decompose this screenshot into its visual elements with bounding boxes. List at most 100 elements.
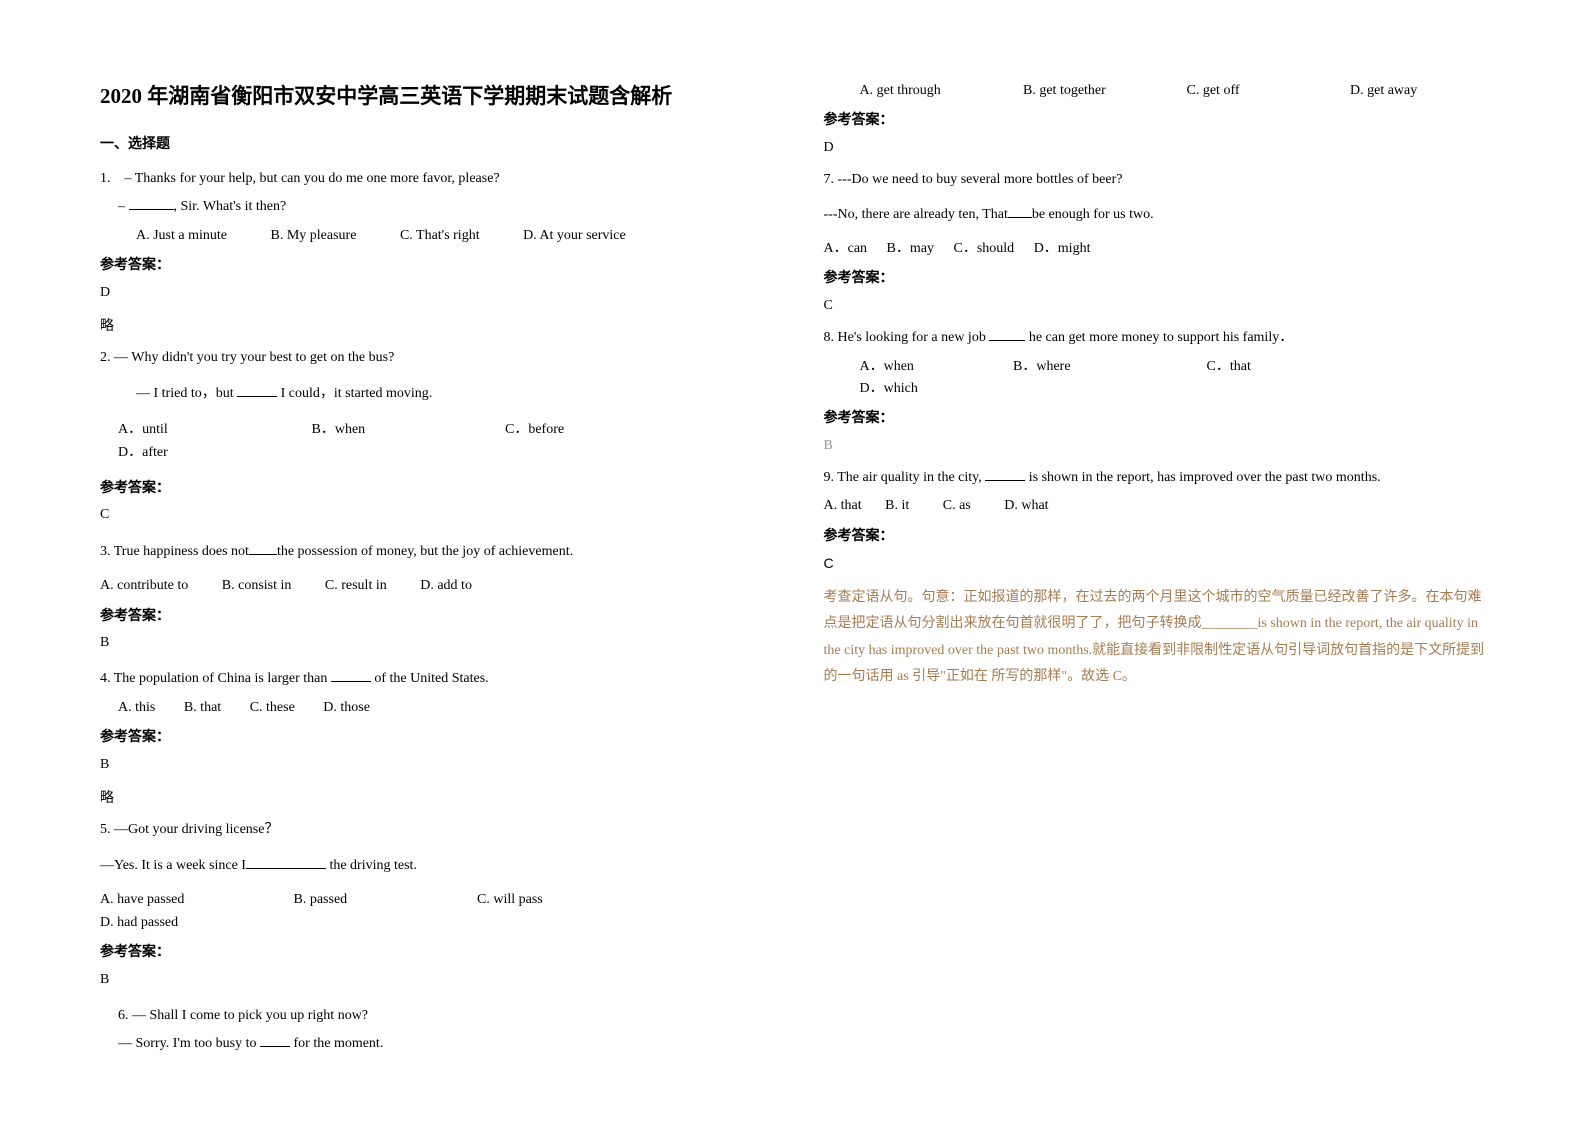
blank	[331, 668, 371, 682]
q5-opt-a: A. have passed	[100, 889, 250, 911]
q7-opt-a: A．can	[824, 238, 868, 260]
q6-line2b: for the moment.	[290, 1036, 383, 1051]
blank	[989, 327, 1025, 341]
q4-answer-label: 参考答案：	[100, 727, 764, 749]
q1-num: 1.	[100, 171, 111, 186]
q7-line2: ---No, there are already ten, That be eno…	[824, 204, 1488, 226]
q6-options: A. get through B. get together C. get of…	[824, 80, 1488, 102]
q2-stem-2: — I tried to，but I could，it started movi…	[100, 383, 764, 405]
q7-line2a: ---No, there are already ten, That	[824, 207, 1008, 222]
q3-options: A. contribute to B. consist in C. result…	[100, 575, 764, 597]
q8-opt-b: B．where	[1013, 356, 1163, 378]
q1-opt-b: B. My pleasure	[271, 225, 357, 247]
q2-opt-a: A．until	[118, 419, 268, 441]
q3-stem-b: the possession of money, but the joy of …	[277, 544, 573, 559]
doc-title: 2020 年湖南省衡阳市双安中学高三英语下学期期末试题含解析	[100, 80, 764, 114]
q9-opt-b: B. it	[885, 495, 909, 517]
q7-opt-d: D．might	[1034, 238, 1091, 260]
blank	[129, 196, 174, 210]
q5-opt-c: C. will pass	[477, 889, 617, 911]
q7-line2b: be enough for us two.	[1032, 207, 1154, 222]
q8-opt-d: D．which	[860, 378, 918, 400]
q4-answer: B	[100, 754, 764, 776]
q4-opt-c: C. these	[250, 697, 295, 719]
q2-opt-d: D．after	[118, 442, 168, 464]
q9-stem-a: 9. The air quality in the city,	[824, 470, 986, 485]
blank	[985, 467, 1025, 481]
q8-options: A．when B．where C．that D．which	[824, 356, 1488, 401]
q7-answer: C	[824, 295, 1488, 317]
q7-answer-label: 参考答案：	[824, 268, 1488, 290]
q2-options: A．until B．when C．before D．after	[100, 419, 764, 464]
q6-answer: D	[824, 137, 1488, 159]
q9-stem: 9. The air quality in the city, is shown…	[824, 467, 1488, 489]
q2-answer-label: 参考答案：	[100, 478, 764, 500]
q5-line2b: the driving test.	[326, 858, 417, 873]
q4-opt-b: B. that	[184, 697, 221, 719]
q9-stem-b: is shown in the report, has improved ove…	[1025, 470, 1380, 485]
q4-opt-d: D. those	[323, 697, 370, 719]
q5-opt-b: B. passed	[294, 889, 434, 911]
q5-answer: B	[100, 969, 764, 991]
q5-line2: —Yes. It is a week since I the driving t…	[100, 855, 764, 877]
q5-line2a: —Yes. It is a week since I	[100, 858, 246, 873]
q1-opt-a: A. Just a minute	[136, 225, 227, 247]
q7-line1: 7. ---Do we need to buy several more bot…	[824, 169, 1488, 191]
q3-stem: 3. True happiness does not the possession…	[100, 541, 764, 563]
q2-line2a: — I tried to，but	[136, 386, 237, 401]
q1-opt-d: D. At your service	[523, 225, 626, 247]
q3-answer: B	[100, 632, 764, 654]
q5-opt-d: D. had passed	[100, 912, 178, 934]
q6-opt-b: B. get together	[1023, 80, 1143, 102]
q1-stem-2: – , Sir. What's it then?	[100, 196, 764, 218]
q8-stem: 8. He's looking for a new job he can get…	[824, 327, 1488, 349]
q4-stem-b: of the United States.	[371, 671, 489, 686]
blank	[260, 1033, 290, 1047]
q9-opt-a: A. that	[824, 495, 862, 517]
q6-opt-d: D. get away	[1350, 80, 1417, 102]
q3-opt-b: B. consist in	[222, 575, 292, 597]
q1-opt-c: C. That's right	[400, 225, 480, 247]
q9-options: A. that B. it C. as D. what	[824, 495, 1488, 517]
q3-opt-d: D. add to	[420, 575, 472, 597]
q3-answer-label: 参考答案：	[100, 606, 764, 628]
q7-opt-c: C．should	[954, 238, 1015, 260]
q2-opt-c: C．before	[505, 419, 675, 441]
q9-answer: C	[824, 552, 1488, 574]
q2-line2b: I could，it started moving.	[277, 386, 432, 401]
blank	[1008, 204, 1032, 218]
q4-opt-a: A. this	[118, 697, 155, 719]
q7-opt-b: B．may	[887, 238, 934, 260]
q8-stem-a: 8. He's looking for a new job	[824, 330, 990, 345]
q9-explanation: 考查定语从句。句意：正如报道的那样，在过去的两个月里这个城市的空气质量已经改善了…	[824, 585, 1488, 691]
q1-stem-1: 1. – Thanks for your help, but can you d…	[100, 168, 764, 190]
q8-opt-a: A．when	[860, 356, 970, 378]
q8-opt-c: C．that	[1207, 356, 1357, 378]
q9-opt-c: C. as	[943, 495, 971, 517]
q9-answer-label: 参考答案：	[824, 526, 1488, 548]
q2-stem-1: 2. — Why didn't you try your best to get…	[100, 347, 764, 369]
blank	[246, 855, 326, 869]
q5-answer-label: 参考答案：	[100, 942, 764, 964]
q6-opt-c: C. get off	[1187, 80, 1307, 102]
q2-answer: C	[100, 504, 764, 526]
q1-answer-label: 参考答案：	[100, 255, 764, 277]
q9-opt-d: D. what	[1004, 495, 1048, 517]
q1-line2-pre: –	[118, 199, 129, 214]
q1-line2-post: , Sir. What's it then?	[174, 199, 287, 214]
q4-note: 略	[100, 786, 764, 813]
q3-stem-a: 3. True happiness does not	[100, 544, 249, 559]
q5-line1: 5. —Got your driving license？	[100, 819, 764, 841]
q1-note: 略	[100, 314, 764, 341]
q2-opt-b: B．when	[312, 419, 462, 441]
q1-options: A. Just a minute B. My pleasure C. That'…	[100, 225, 764, 247]
q6-answer-label: 参考答案：	[824, 110, 1488, 132]
q6-line2a: — Sorry. I'm too busy to	[118, 1036, 260, 1051]
q8-answer: B	[824, 435, 1488, 457]
q1-answer: D	[100, 282, 764, 304]
q1-line1: – Thanks for your help, but can you do m…	[125, 171, 500, 186]
q8-stem-b: he can get more money to support his fam…	[1025, 330, 1293, 345]
q7-options: A．can B．may C．should D．might	[824, 238, 1488, 260]
section-header-1: 一、选择题	[100, 134, 764, 156]
q4-stem: 4. The population of China is larger tha…	[100, 668, 764, 690]
